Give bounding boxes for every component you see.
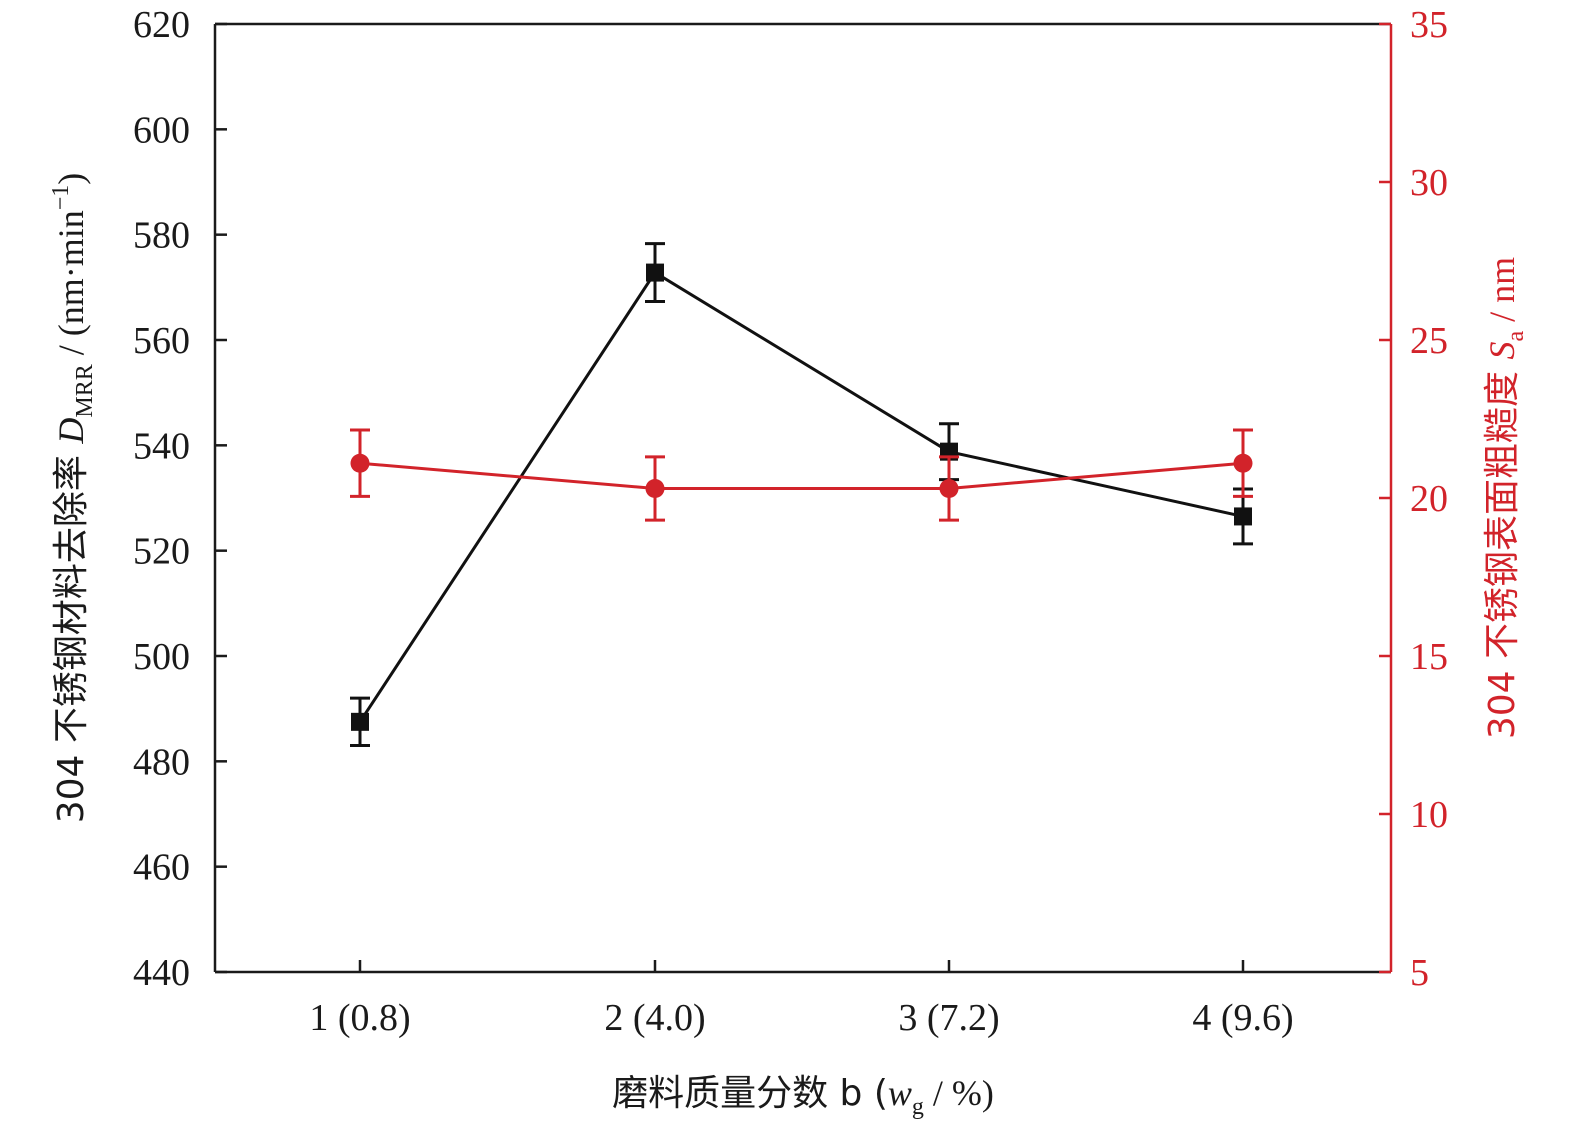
data-point	[1233, 453, 1253, 473]
x-axis-title-tail: / %)	[924, 1073, 994, 1113]
left-y-tick-label: 600	[133, 109, 190, 151]
right-y-tick-label: 30	[1410, 162, 1448, 204]
x-axis: 1 (0.8) 2 (4.0) 3 (7.2) 4 (9.6)	[309, 960, 1294, 1039]
x-axis-title-sub: g	[912, 1094, 924, 1120]
data-point	[1234, 507, 1252, 526]
x-tick-label: 4 (9.6)	[1192, 997, 1293, 1039]
left-y-tick-label: 460	[133, 847, 190, 889]
left-y-tick-label: 580	[133, 215, 190, 257]
left-y-axis-title-var: D	[51, 418, 91, 445]
series-roughness	[350, 428, 1253, 522]
left-y-tick-label: 520	[133, 531, 190, 573]
right-y-axis-title-main: 304 不锈钢表面粗糙度	[1482, 360, 1523, 740]
left-y-tick-label: 540	[133, 425, 190, 467]
data-point	[351, 712, 369, 731]
plot-frame	[213, 22, 1393, 974]
left-y-axis-title-sub: MRR	[72, 364, 98, 417]
series-line	[358, 270, 1244, 723]
x-tick-label: 3 (7.2)	[898, 997, 999, 1039]
left-y-axis-title-close: )	[51, 173, 91, 185]
right-y-tick-label: 20	[1410, 478, 1448, 520]
left-y-tick-label: 440	[133, 952, 190, 994]
right-y-axis-title-var: S	[1482, 342, 1522, 360]
right-y-tick-label: 10	[1410, 794, 1448, 836]
left-y-axis-title-sup: −1	[48, 185, 74, 211]
left-y-tick-label: 500	[133, 636, 190, 678]
left-y-axis-title: 304 不锈钢材料去除率 DMRR / (nm·min−1)	[48, 173, 98, 824]
left-y-axis-title-tail: / (nm·min	[51, 210, 91, 364]
left-y-tick-label: 560	[133, 320, 190, 362]
right-y-axis: 5 10 15 20 25 30 35	[1379, 4, 1448, 994]
data-point	[939, 479, 959, 499]
x-axis-title: 磨料质量分数 b (wg / %)	[612, 1073, 994, 1120]
left-y-tick-label: 620	[133, 4, 190, 46]
right-y-tick-label: 25	[1410, 320, 1448, 362]
right-y-axis-title: 304 不锈钢表面粗糙度 Sa / nm	[1482, 257, 1529, 739]
right-y-axis-title-sub: a	[1503, 331, 1529, 342]
right-y-axis-title-tail: / nm	[1482, 257, 1522, 331]
right-y-tick-label: 5	[1410, 952, 1429, 994]
left-y-axis-title-main: 304 不锈钢材料去除率	[51, 444, 92, 824]
x-axis-title-main: 磨料质量分数 b (	[612, 1073, 888, 1114]
data-point	[645, 479, 665, 499]
series-mrr	[350, 242, 1253, 748]
x-axis-title-var: w	[888, 1073, 912, 1113]
x-tick-label: 1 (0.8)	[309, 997, 410, 1039]
series-line	[359, 461, 1244, 491]
right-y-tick-label: 35	[1410, 4, 1448, 46]
left-y-tick-label: 480	[133, 741, 190, 783]
right-y-tick-label: 15	[1410, 636, 1448, 678]
left-y-axis: 440 460 480 500 520 540 560 580 600 620	[133, 4, 227, 994]
x-tick-label: 2 (4.0)	[604, 997, 705, 1039]
data-point	[350, 453, 370, 473]
data-point	[646, 263, 664, 282]
series-layer	[350, 242, 1253, 748]
